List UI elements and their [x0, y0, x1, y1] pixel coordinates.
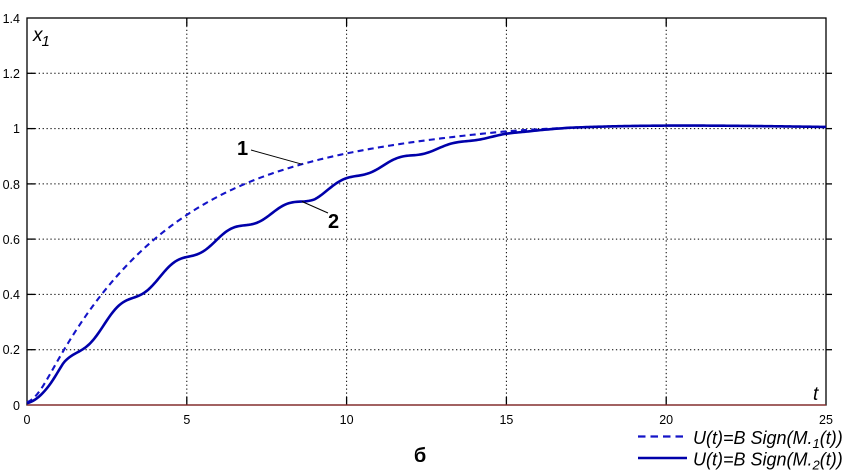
svg-text:t: t — [813, 384, 819, 405]
svg-text:0.2: 0.2 — [3, 343, 20, 357]
svg-text:1.4: 1.4 — [3, 12, 20, 26]
svg-text:10: 10 — [340, 413, 354, 427]
svg-text:x1: x1 — [32, 25, 50, 50]
svg-text:5: 5 — [183, 413, 190, 427]
svg-text:U(t)=B Sign(M.1(t)): U(t)=B Sign(M.1(t)) — [693, 428, 843, 451]
svg-text:0.4: 0.4 — [3, 288, 20, 302]
svg-text:15: 15 — [499, 413, 513, 427]
svg-text:б: б — [414, 445, 426, 467]
svg-text:1.2: 1.2 — [3, 67, 20, 81]
svg-text:1: 1 — [237, 138, 248, 160]
svg-text:0: 0 — [24, 413, 31, 427]
svg-text:0.8: 0.8 — [3, 178, 20, 192]
svg-text:20: 20 — [659, 413, 673, 427]
svg-text:U(t)=B Sign(M.2(t)): U(t)=B Sign(M.2(t)) — [693, 450, 843, 473]
svg-text:0.6: 0.6 — [3, 233, 20, 247]
svg-text:0: 0 — [13, 399, 20, 413]
svg-text:1: 1 — [13, 122, 20, 136]
svg-text:25: 25 — [819, 413, 833, 427]
svg-text:2: 2 — [328, 211, 339, 233]
